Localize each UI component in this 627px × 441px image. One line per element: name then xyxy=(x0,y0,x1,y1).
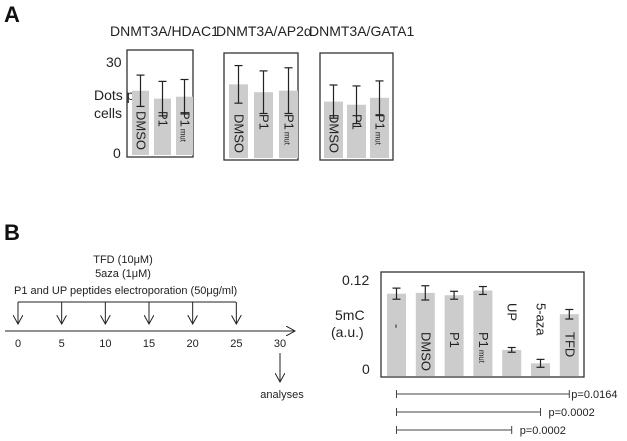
analyses-label: analyses xyxy=(260,389,304,401)
time-tick-20: 20 xyxy=(187,338,199,350)
category-label-dmso: DMSO xyxy=(327,114,342,153)
timeline-5aza-label: 5aza (1μM) xyxy=(95,268,151,280)
panel-b-ytick-0: 0 xyxy=(362,361,370,377)
category-label-5-aza: 5-aza xyxy=(534,303,549,336)
bar-none xyxy=(387,293,406,376)
panel-b-ylabel-line1: 5mC xyxy=(335,307,365,323)
plot-frame xyxy=(380,271,585,378)
bar-p1mut xyxy=(370,97,389,158)
time-tick-30: 30 xyxy=(274,338,286,350)
category-label-p1mut: P1mut xyxy=(373,114,388,146)
timeline: 0 5 10 15 20 25 30 xyxy=(5,301,295,382)
chart-dnmt3a-hdac1: DNMT3A/HDAC1 DMSO P1 P1mut xyxy=(110,23,219,158)
bar-5-aza xyxy=(531,363,550,376)
chart-dnmt3a-gata1: DNMT3A/GATA1 DMSO P1 P1mut xyxy=(309,23,414,161)
category-label-p1mut: P1mut xyxy=(178,111,193,143)
chart-dnmt3a-ap2a: DNMT3A/AP2α DMSO P1 P1mut xyxy=(216,23,312,161)
bar-dmso xyxy=(415,292,435,376)
category-label-p1mut: P1mut xyxy=(282,114,297,146)
plot-frame xyxy=(319,52,394,161)
bar-p1mut xyxy=(473,290,493,376)
category-label-p1: P1 xyxy=(156,111,171,127)
time-tick-15: 15 xyxy=(143,338,155,350)
panel-a-letter: A xyxy=(4,2,20,27)
chart-title: DNMT3A/HDAC1 xyxy=(110,23,219,39)
bar-tfd xyxy=(559,314,579,376)
category-label-p1: P1 xyxy=(257,114,272,130)
chart-5mc: - DMSO P1 P1mut UP 5-aza TFD xyxy=(380,271,585,378)
panel-a-ytick-30: 30 xyxy=(106,54,122,70)
bar-p1 xyxy=(254,92,273,158)
pvalue-label: p=0.0002 xyxy=(549,407,595,419)
panel-a-ylabel-line2: cells xyxy=(94,105,122,121)
pvalue-label: p=0.0002 xyxy=(520,425,566,437)
bar-dmso xyxy=(132,90,149,155)
panel-b-ylabel-line2: (a.u.) xyxy=(331,324,364,340)
bar-p1 xyxy=(154,98,171,155)
bar-p1 xyxy=(347,104,366,158)
bar-p1mut xyxy=(176,96,193,155)
chart-title: DNMT3A/GATA1 xyxy=(309,23,414,39)
time-tick-10: 10 xyxy=(99,338,111,350)
time-tick-0: 0 xyxy=(15,338,21,350)
timeline-tfd-label: TFD (10μM) xyxy=(93,254,153,266)
bar-p1 xyxy=(444,295,464,376)
category-label-dmso: DMSO xyxy=(232,114,247,153)
pvalue-label: p=0.0164 xyxy=(571,389,617,401)
panel-b-ytick-012: 0.12 xyxy=(342,272,369,288)
panel-a-ytick-0: 0 xyxy=(113,145,121,161)
category-label-dmso: DMSO xyxy=(418,332,433,371)
category-label-p1: P1 xyxy=(447,332,462,348)
category-label-dmso: DMSO xyxy=(134,111,149,150)
panel-b-letter: B xyxy=(4,220,20,245)
bar-up xyxy=(502,349,522,376)
bar-dmso xyxy=(324,101,343,158)
bar-dmso xyxy=(229,84,248,158)
bar-p1mut xyxy=(279,90,298,158)
category-label-none: - xyxy=(390,324,405,328)
time-tick-5: 5 xyxy=(59,338,65,350)
time-tick-25: 25 xyxy=(230,338,242,350)
category-label-p1mut: P1mut xyxy=(476,332,491,364)
chart-title: DNMT3A/AP2α xyxy=(216,23,312,39)
category-label-up: UP xyxy=(505,303,520,321)
timeline-peptide-label: P1 and UP peptides electroporation (50μg… xyxy=(14,285,237,297)
category-label-tfd: TFD xyxy=(562,332,577,357)
category-label-p1: P1 xyxy=(350,114,365,130)
pvalue-brackets: p=0.0164 p=0.0002 p=0.0002 xyxy=(396,389,617,437)
